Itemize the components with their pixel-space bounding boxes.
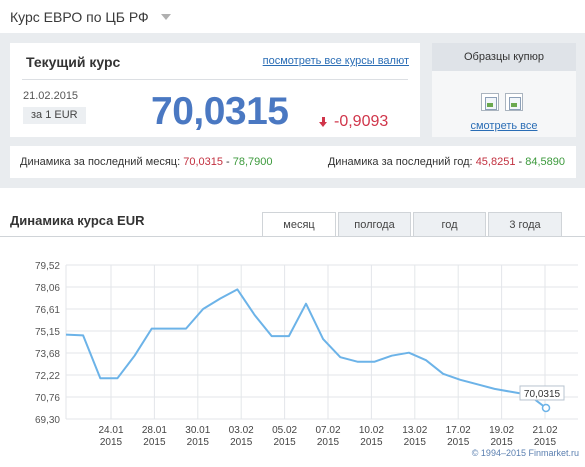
x-tick-label: 19.02 <box>489 425 514 436</box>
y-tick-label: 69,30 <box>35 415 60 426</box>
current-rate-label: Текущий курс <box>26 54 121 70</box>
banknotes-title: Образцы купюр <box>432 43 576 71</box>
arrow-down-icon <box>319 117 328 127</box>
x-tick-label: 13.02 <box>402 425 427 436</box>
tabs-underline <box>0 236 585 237</box>
current-rate-value: 70,0315 <box>151 90 289 133</box>
y-tick-label: 70,76 <box>35 393 60 404</box>
x-tick-label: 07.02 <box>315 425 340 436</box>
rate-change-value: -0,9093 <box>334 113 389 130</box>
x-tick-year: 2015 <box>360 437 383 447</box>
x-tick-label: 10.02 <box>359 425 384 436</box>
x-tick-label: 21.02 <box>532 425 557 436</box>
tab-month[interactable]: месяц <box>262 212 336 237</box>
y-tick-label: 73,68 <box>35 349 60 360</box>
last-value-box <box>519 385 565 401</box>
month-dynamics-label: Динамика за последний месяц: <box>20 156 181 168</box>
x-tick-year: 2015 <box>230 437 253 447</box>
x-tick-year: 2015 <box>273 437 296 447</box>
page-header: Курс ЕВРО по ЦБ РФ <box>10 6 171 28</box>
banknote-image-icon[interactable] <box>505 93 523 111</box>
month-dynamics: Динамика за последний месяц: 70,0315 - 7… <box>20 156 273 168</box>
y-tick-label: 72,22 <box>35 371 60 382</box>
month-high: 78,7900 <box>232 156 273 168</box>
x-tick-year: 2015 <box>404 437 427 447</box>
page-title: Курс ЕВРО по ЦБ РФ <box>10 9 149 25</box>
x-tick-year: 2015 <box>490 437 513 447</box>
x-tick-year: 2015 <box>143 437 166 447</box>
year-high: 84,5890 <box>525 156 565 168</box>
range-dash: - <box>515 156 526 168</box>
see-all-link[interactable]: смотреть все <box>470 120 538 132</box>
x-tick-year: 2015 <box>447 437 470 447</box>
year-dynamics: Динамика за последний год: 45,8251 - 84,… <box>328 156 565 168</box>
x-tick-label: 17.02 <box>446 425 471 436</box>
banknote-image-icon[interactable] <box>481 93 499 111</box>
y-tick-label: 75,15 <box>35 327 60 338</box>
x-tick-year: 2015 <box>100 437 123 447</box>
divider <box>22 79 408 80</box>
month-low: 70,0315 <box>183 156 223 168</box>
chart-title: Динамика курса EUR <box>10 213 145 228</box>
banknote-thumbnails <box>481 93 523 111</box>
last-value-label: 70,0315 <box>524 389 561 400</box>
range-dash: - <box>222 156 233 168</box>
x-tick-year: 2015 <box>187 437 210 447</box>
rate-change: -0,9093 <box>319 113 388 131</box>
rate-date: 21.02.2015 <box>23 90 79 102</box>
all-rates-link[interactable]: посмотреть все курсы валют <box>262 55 409 67</box>
y-tick-label: 79,52 <box>35 261 60 272</box>
tab-year[interactable]: год <box>413 212 486 237</box>
x-tick-year: 2015 <box>317 437 340 447</box>
x-tick-label: 28.01 <box>142 425 167 436</box>
copyright: © 1994–2015 Finmarket.ru <box>471 448 579 458</box>
rate-line-chart: 79,52 78,06 76,61 75,15 73,68 72,22 70,76 69,30… <box>35 261 578 447</box>
period-tabs: месяц полгода год 3 года <box>262 212 562 237</box>
x-tick-label: 24.01 <box>98 425 123 436</box>
x-tick-year: 2015 <box>534 437 557 447</box>
x-tick-label: 03.02 <box>229 425 254 436</box>
current-rate-card: Текущий курс посмотреть все курсы валют … <box>10 43 420 137</box>
banknotes-card: Образцы купюр смотреть все <box>432 43 576 137</box>
chevron-down-icon[interactable] <box>160 14 171 20</box>
x-tick-label: 05.02 <box>272 425 297 436</box>
year-low: 45,8251 <box>475 156 516 168</box>
dynamics-row: Динамика за последний месяц: 70,0315 - 7… <box>10 146 576 178</box>
x-tick-label: 30.01 <box>185 425 210 436</box>
tab-three-years[interactable]: 3 года <box>488 212 562 237</box>
unit-badge: за 1 EUR <box>23 107 86 124</box>
series-line <box>65 288 547 409</box>
y-tick-label: 78,06 <box>35 283 60 294</box>
year-dynamics-label: Динамика за последний год: <box>327 156 473 168</box>
last-point-marker <box>541 403 551 413</box>
tab-half-year[interactable]: полгода <box>338 212 411 237</box>
rate-panel: Текущий курс посмотреть все курсы валют … <box>0 33 585 188</box>
y-tick-label: 76,61 <box>35 305 60 316</box>
